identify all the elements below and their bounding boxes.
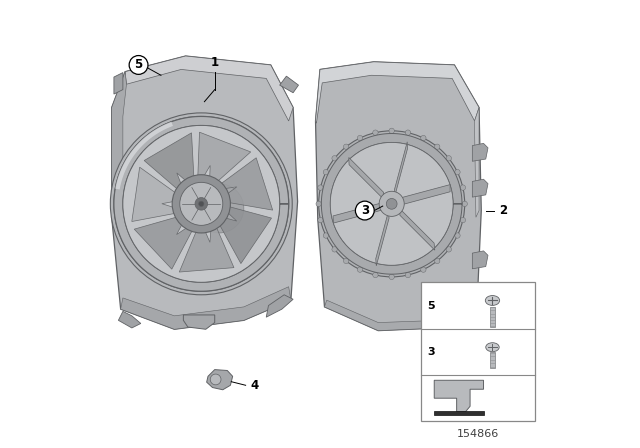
Polygon shape: [324, 300, 477, 331]
Ellipse shape: [485, 296, 500, 306]
Polygon shape: [121, 287, 291, 329]
Circle shape: [435, 258, 440, 263]
Bar: [490, 307, 495, 327]
Text: 5: 5: [134, 58, 143, 72]
Circle shape: [420, 135, 426, 141]
Polygon shape: [134, 214, 198, 269]
Polygon shape: [112, 56, 298, 329]
Polygon shape: [316, 62, 481, 331]
Polygon shape: [472, 251, 488, 269]
Circle shape: [405, 130, 411, 135]
Circle shape: [446, 247, 451, 252]
Polygon shape: [212, 158, 273, 210]
Text: 154866: 154866: [457, 429, 499, 439]
Polygon shape: [112, 72, 127, 217]
Polygon shape: [403, 185, 450, 205]
Circle shape: [357, 267, 363, 272]
Polygon shape: [399, 208, 435, 250]
Polygon shape: [472, 143, 488, 161]
Text: 2: 2: [500, 204, 508, 217]
Polygon shape: [316, 62, 479, 123]
Polygon shape: [266, 295, 293, 317]
Circle shape: [387, 198, 397, 209]
Circle shape: [460, 185, 465, 190]
Polygon shape: [179, 217, 234, 272]
Circle shape: [405, 272, 411, 278]
Polygon shape: [472, 179, 488, 197]
Polygon shape: [144, 133, 195, 197]
Circle shape: [332, 247, 337, 252]
Circle shape: [455, 233, 460, 238]
Polygon shape: [475, 108, 479, 217]
Circle shape: [318, 185, 323, 190]
Polygon shape: [376, 211, 389, 266]
Circle shape: [372, 130, 378, 135]
Circle shape: [195, 184, 244, 233]
Polygon shape: [125, 56, 293, 121]
Polygon shape: [394, 142, 408, 197]
Circle shape: [455, 169, 460, 175]
Circle shape: [172, 175, 230, 233]
Polygon shape: [349, 158, 384, 199]
Circle shape: [211, 374, 221, 385]
Polygon shape: [321, 134, 462, 274]
Polygon shape: [280, 76, 298, 93]
Polygon shape: [118, 311, 141, 328]
Circle shape: [446, 155, 451, 161]
Circle shape: [389, 274, 394, 280]
Polygon shape: [132, 167, 186, 221]
Circle shape: [344, 144, 349, 150]
Circle shape: [319, 131, 465, 277]
Polygon shape: [207, 370, 233, 390]
Text: 3: 3: [427, 347, 435, 357]
Ellipse shape: [486, 343, 499, 352]
Bar: [434, 411, 484, 415]
Circle shape: [198, 201, 204, 207]
Text: 1: 1: [211, 56, 219, 69]
Text: 5: 5: [427, 301, 435, 311]
Circle shape: [357, 135, 363, 141]
Circle shape: [460, 217, 465, 223]
Text: 3: 3: [361, 204, 369, 217]
Text: 4: 4: [251, 379, 259, 392]
Polygon shape: [214, 204, 271, 263]
Polygon shape: [197, 132, 251, 189]
Circle shape: [110, 113, 292, 295]
Circle shape: [355, 201, 374, 220]
Circle shape: [332, 155, 337, 161]
Circle shape: [330, 142, 453, 265]
Circle shape: [372, 272, 378, 278]
Circle shape: [344, 258, 349, 263]
Circle shape: [462, 201, 467, 207]
Polygon shape: [434, 380, 484, 412]
Polygon shape: [115, 122, 173, 190]
Circle shape: [129, 56, 148, 74]
Circle shape: [123, 125, 280, 282]
Circle shape: [435, 144, 440, 150]
Circle shape: [114, 116, 289, 291]
Circle shape: [323, 233, 328, 238]
Polygon shape: [114, 116, 289, 291]
Circle shape: [195, 198, 207, 210]
Bar: [421, 282, 535, 421]
Polygon shape: [184, 315, 215, 329]
Circle shape: [389, 128, 394, 134]
Circle shape: [420, 267, 426, 272]
Circle shape: [316, 201, 321, 207]
Polygon shape: [114, 73, 123, 94]
Circle shape: [379, 191, 404, 216]
Bar: [490, 352, 495, 368]
Circle shape: [318, 217, 323, 223]
Circle shape: [180, 182, 223, 225]
Polygon shape: [333, 203, 381, 223]
Circle shape: [323, 169, 328, 175]
